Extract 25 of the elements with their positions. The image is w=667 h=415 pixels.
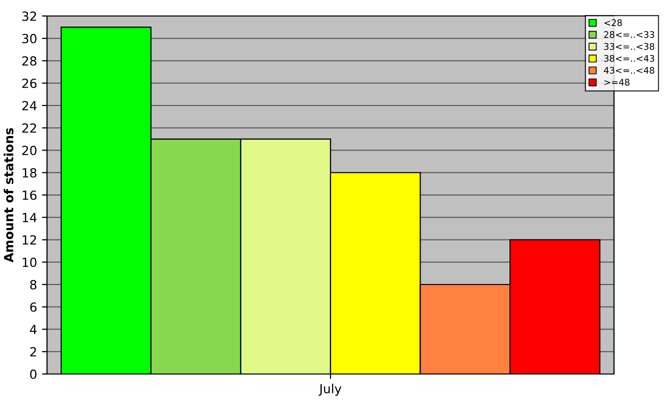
y-tick-label: 0 [30,369,36,379]
y-tick-label: 2 [30,347,36,356]
y-tick-label: 22 [22,123,36,133]
legend-label: >=48 [604,78,630,86]
y-tick-label: 6 [30,302,36,312]
x-tick-label: July [318,384,342,396]
y-axis-title: Amount of stations [4,128,14,262]
legend-label: 28<=..<33 [604,31,654,38]
legend-label: 33<=..<38 [604,43,654,50]
y-tick-label: 20 [22,146,36,156]
y-tick-label: 26 [22,78,36,88]
y-tick-label: 14 [22,213,37,222]
y-tick-label: 18 [22,168,36,178]
y-tick-label: 8 [30,280,36,290]
y-tick-label: 24 [22,100,37,110]
y-tick-label: 12 [22,235,36,244]
y-tick-label: 30 [22,34,36,44]
y-tick-label: 32 [22,11,36,21]
legend-label: 43<=..<48 [604,66,654,74]
y-tick-label: 16 [22,190,36,200]
y-tick-label: 28 [22,56,36,66]
legend-label: <28 [604,19,622,26]
y-tick-label: 4 [30,324,37,334]
y-tick-label: 10 [22,258,36,268]
legend-label: 38<=..<43 [604,54,654,62]
